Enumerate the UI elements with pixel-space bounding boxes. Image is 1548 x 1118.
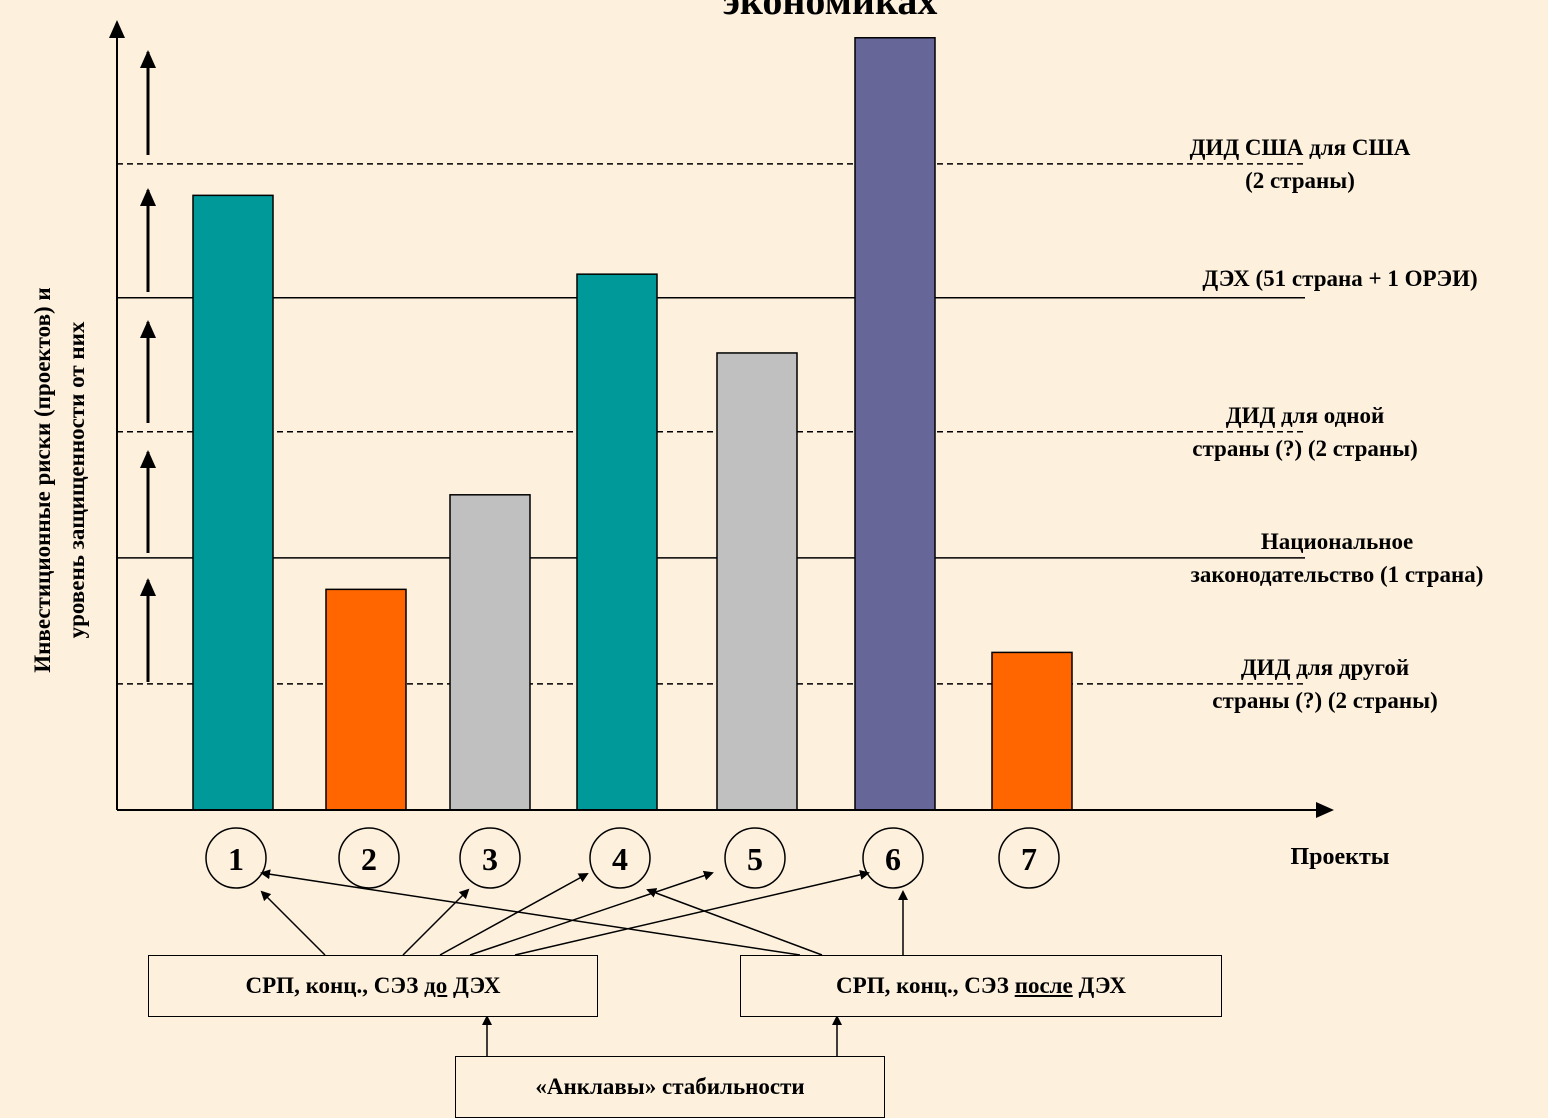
- link-arrow-3: [439, 873, 589, 956]
- box-after-ect: СРП, конц., СЭЗ после ДЭХ: [740, 955, 1222, 1017]
- level-label-4: Национальное законодательство (1 страна): [1117, 525, 1548, 591]
- link-arrow-4: [469, 870, 714, 956]
- project-circle-ring-4: [589, 827, 651, 889]
- chart-title: экономиках: [722, 0, 938, 23]
- project-circle-3: 3: [459, 827, 521, 889]
- level-label-3: ДИД для одной страны (?) (2 страны): [1085, 399, 1525, 465]
- link-arrow-2: [402, 888, 470, 956]
- link-arrow-7: [646, 888, 823, 956]
- y-axis-label-line2: уровень защищенности от них: [64, 321, 89, 639]
- level-label-1-line-1: ДИД США для США: [1189, 134, 1411, 160]
- level-label-2: ДЭХ (51 страна + 1 ОРЭИ): [1120, 262, 1548, 295]
- bar-1: [192, 194, 274, 811]
- level-label-4-line-2: законодательство (1 страна): [1190, 561, 1484, 587]
- level-label-3-line-2: страны (?) (2 страны): [1192, 435, 1418, 461]
- project-number-4: 4: [612, 841, 628, 877]
- box-stability-enclaves: «Анклавы» стабильности: [455, 1056, 885, 1118]
- level-label-5: ДИД для другой страны (?) (2 страны): [1105, 651, 1545, 717]
- project-number-7: 7: [1021, 841, 1037, 877]
- bar-7: [991, 651, 1073, 811]
- bar-5: [716, 352, 798, 811]
- level-label-2-line-1: ДЭХ (51 страна + 1 ОРЭИ): [1202, 265, 1478, 291]
- project-number-2: 2: [361, 841, 377, 877]
- project-number-6: 6: [885, 841, 901, 877]
- level-label-4-line-1: Национальное: [1260, 528, 1414, 554]
- project-circle-5: 5: [724, 827, 786, 889]
- project-number-3: 3: [482, 841, 498, 877]
- level-label-1: ДИД США для США (2 страны): [1080, 131, 1520, 197]
- level-label-5-line-2: страны (?) (2 страны): [1212, 687, 1438, 713]
- y-axis-label: Инвестиционные риски (проектов) и уровен…: [20, 100, 100, 860]
- bar-4: [576, 273, 658, 811]
- level-label-5-line-1: ДИД для другой: [1240, 654, 1410, 680]
- project-circle-ring-7: [998, 827, 1060, 889]
- project-circle-1: 1: [205, 827, 267, 889]
- link-arrow-6: [260, 869, 801, 956]
- link-arrow-1: [260, 890, 326, 956]
- box-before-ect: СРП, конц., СЭЗ до ДЭХ: [148, 955, 598, 1017]
- bar-3: [449, 494, 531, 811]
- bar-6: [854, 37, 936, 811]
- project-circle-ring-2: [338, 827, 400, 889]
- link-arrow-5: [514, 869, 870, 956]
- project-number-1: 1: [228, 841, 244, 877]
- level-label-1-line-2: (2 страны): [1245, 167, 1355, 193]
- project-circle-ring-1: [205, 827, 267, 889]
- x-axis-label: Проекты: [1290, 844, 1390, 870]
- project-circle-ring-6: [862, 827, 924, 889]
- project-circle-ring-3: [459, 827, 521, 889]
- bar-2: [325, 588, 407, 811]
- project-circle-6: 6: [862, 827, 924, 889]
- project-circle-7: 7: [998, 827, 1060, 889]
- project-circle-2: 2: [338, 827, 400, 889]
- project-number-5: 5: [747, 841, 763, 877]
- project-circle-4: 4: [589, 827, 651, 889]
- project-circle-ring-5: [724, 827, 786, 889]
- y-axis-label-line1: Инвестиционные риски (проектов) и: [30, 287, 55, 673]
- level-label-3-line-1: ДИД для одной: [1225, 402, 1385, 428]
